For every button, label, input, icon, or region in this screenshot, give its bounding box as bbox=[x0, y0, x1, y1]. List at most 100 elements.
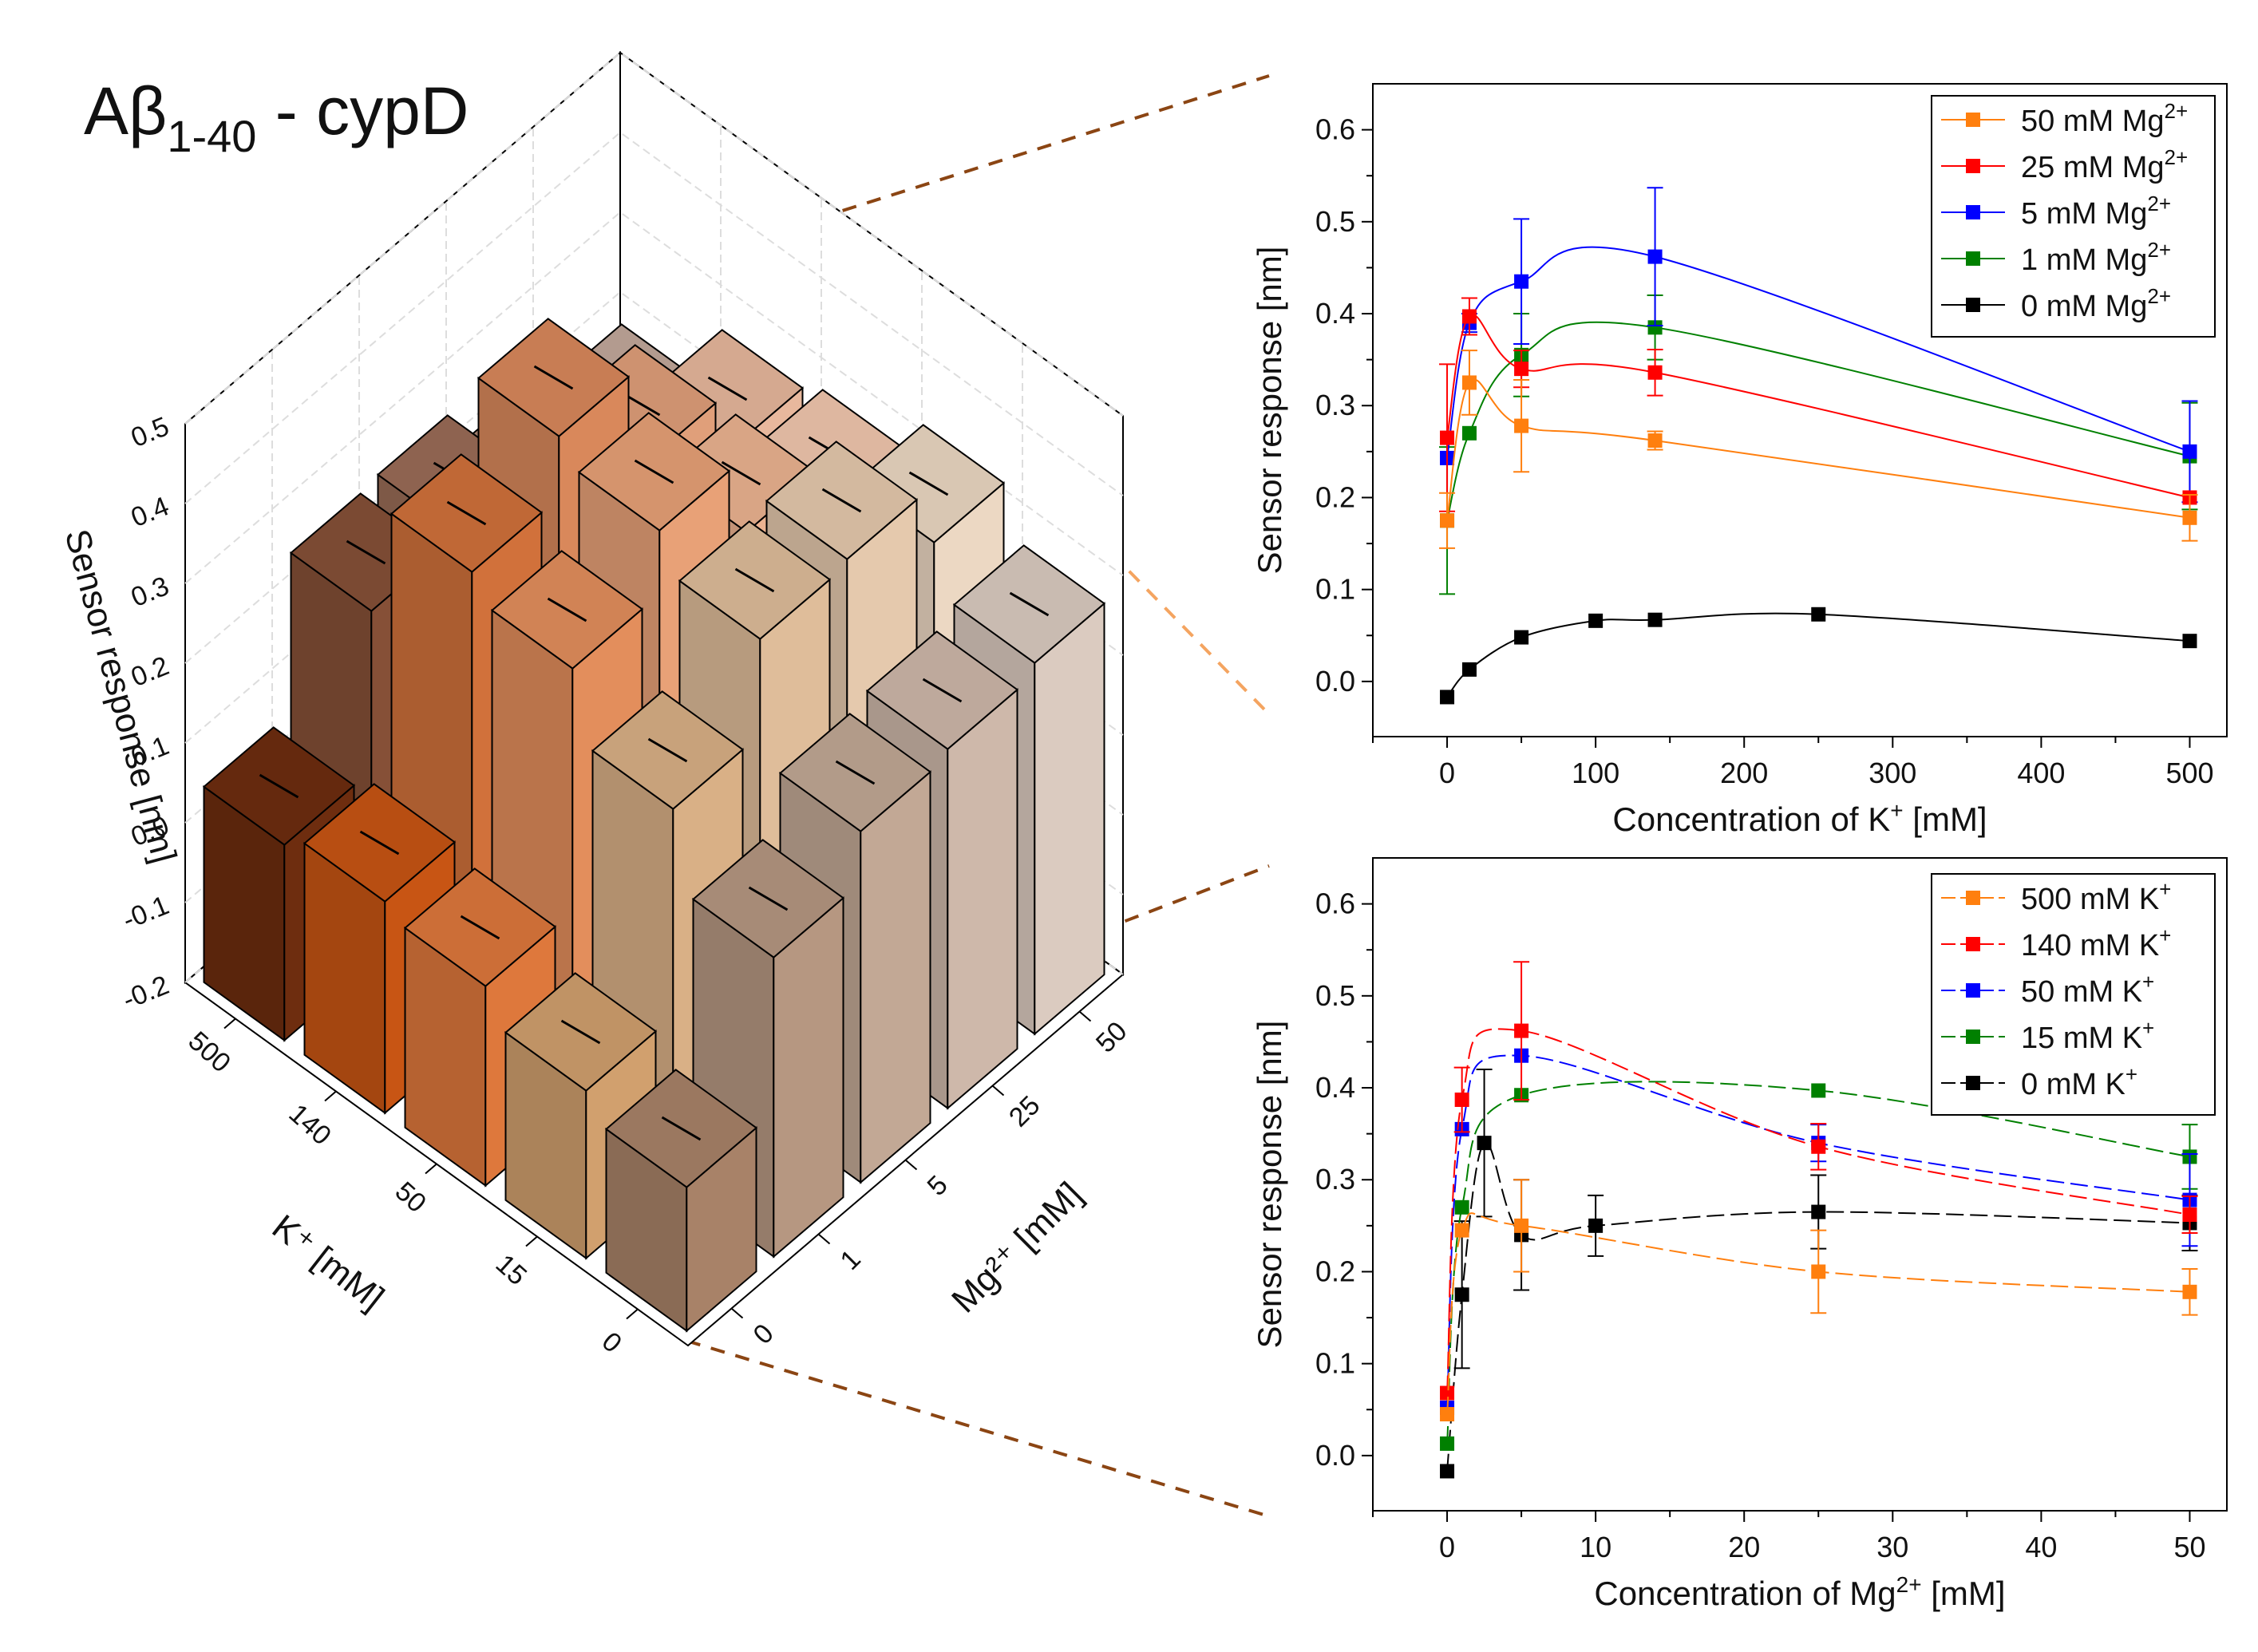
y-tick-label: 0.5 bbox=[1315, 205, 1355, 238]
legend-label: 140 mM K+ bbox=[2021, 923, 2171, 962]
k-tick bbox=[425, 1163, 437, 1175]
bar-error-mark bbox=[835, 760, 876, 785]
data-point bbox=[1514, 1023, 1529, 1038]
x-tick-label: 0 bbox=[1439, 1531, 1455, 1563]
top-line-chart: 0.0 0.1 0.2 0.3 0.4 0.5 0.6 0 100 200 300 400 500 Con… bbox=[1251, 83, 2228, 838]
data-point bbox=[1647, 612, 1663, 627]
k-tick-label: 15 bbox=[490, 1249, 533, 1292]
bar-error-mark bbox=[560, 1019, 601, 1045]
legend-label: 0 mM K+ bbox=[2021, 1062, 2137, 1101]
legend-label: 1 mM Mg2+ bbox=[2021, 238, 2171, 277]
k-tick bbox=[223, 1018, 236, 1030]
data-point bbox=[1514, 630, 1529, 645]
series-line bbox=[1446, 378, 2190, 521]
plot-frame bbox=[1372, 857, 2228, 1512]
data-point bbox=[1811, 1083, 1826, 1098]
connector-line bbox=[1029, 864, 1270, 959]
legend-label: 25 mM Mg2+ bbox=[2021, 145, 2188, 184]
series bbox=[1439, 294, 2198, 595]
mg-axis-label: Mg²⁺ [mM] bbox=[944, 1175, 1089, 1320]
bottom-line-chart: 0.0 0.1 0.2 0.3 0.4 0.5 0.6 0 10 20 30 40 50 Concentr… bbox=[1251, 857, 2228, 1612]
bar-error-mark bbox=[547, 597, 587, 622]
k-tick-label: 140 bbox=[283, 1098, 338, 1151]
legend-label: 5 mM Mg2+ bbox=[2021, 192, 2171, 231]
data-point bbox=[1440, 1385, 1455, 1401]
legend-marker bbox=[1966, 205, 1980, 219]
y-tick-label: 0.1 bbox=[1315, 1347, 1355, 1380]
series-line bbox=[1446, 1081, 2190, 1444]
y-axis-label: Sensor response [nm] bbox=[1251, 247, 1288, 575]
bar-error-mark bbox=[259, 773, 299, 799]
k-axis-label: K⁺ [mM] bbox=[265, 1207, 391, 1318]
z-gridline bbox=[184, 131, 1124, 504]
connector-line bbox=[686, 1339, 1270, 1518]
data-point bbox=[1588, 613, 1604, 628]
mg-tick-label: 0 bbox=[748, 1318, 780, 1350]
data-point bbox=[2182, 1207, 2197, 1223]
legend-label: 0 mM Mg2+ bbox=[2021, 284, 2171, 323]
bar-face-right bbox=[860, 770, 931, 1184]
data-point bbox=[1461, 425, 1477, 441]
x-tick-label: 40 bbox=[2025, 1531, 2057, 1563]
mg-tick bbox=[1078, 1010, 1092, 1022]
bar-face-right bbox=[1034, 602, 1105, 1036]
y-tick-label: 0.0 bbox=[1315, 665, 1355, 698]
series-line bbox=[1446, 314, 2190, 499]
plot-frame bbox=[1372, 83, 2228, 737]
mg-tick-label: 50 bbox=[1090, 1016, 1133, 1059]
bar-error-mark bbox=[533, 365, 574, 390]
connector-line bbox=[574, 74, 1270, 297]
bar-error-mark bbox=[634, 459, 674, 484]
series bbox=[1439, 350, 2198, 549]
legend-marker bbox=[1966, 159, 1980, 173]
data-point bbox=[1588, 1218, 1604, 1233]
x-tick-label: 0 bbox=[1439, 757, 1455, 789]
mg-tick-label: 5 bbox=[922, 1170, 954, 1202]
data-point bbox=[1811, 1139, 1826, 1154]
y-tick-label: 0.2 bbox=[1315, 480, 1355, 513]
k-tick bbox=[626, 1308, 639, 1320]
bar-error-mark bbox=[647, 737, 688, 763]
y-tick-label: 0.6 bbox=[1315, 887, 1355, 920]
data-point bbox=[2182, 444, 2197, 459]
bar-face-right bbox=[773, 896, 844, 1259]
legend-marker bbox=[1966, 937, 1980, 951]
y-axis-label: Sensor response [nm] bbox=[1251, 1021, 1288, 1349]
x-tick-label: 300 bbox=[1868, 757, 1916, 789]
legend: 50 mM Mg2+ 25 mM Mg2+ 5 mM Mg2+ 1 mM Mg2+ 0 … bbox=[1931, 95, 2216, 338]
data-point bbox=[1440, 1407, 1455, 1422]
data-point bbox=[1440, 1464, 1455, 1479]
z-tick-label: 0.3 bbox=[127, 571, 173, 613]
connector-lines bbox=[574, 74, 1271, 1518]
legend-label: 50 mM K+ bbox=[2021, 970, 2154, 1009]
data-point bbox=[1454, 1199, 1469, 1215]
data-point bbox=[1461, 662, 1477, 677]
k-tick-label: 50 bbox=[390, 1176, 433, 1219]
mg-tick bbox=[991, 1085, 1005, 1097]
k-tick bbox=[324, 1090, 337, 1102]
data-point bbox=[1514, 274, 1529, 289]
legend-label: 15 mM K+ bbox=[2021, 1016, 2154, 1055]
legend-label: 500 mM K+ bbox=[2021, 877, 2171, 916]
data-point bbox=[1440, 513, 1455, 528]
y-tick-label: 0.0 bbox=[1315, 1439, 1355, 1472]
data-point bbox=[1647, 433, 1663, 449]
data-point bbox=[1647, 365, 1663, 380]
bar3d bbox=[604, 1069, 758, 1333]
z-gridline bbox=[184, 51, 1124, 425]
k-tick-label: 0 bbox=[596, 1326, 627, 1359]
legend-marker bbox=[1966, 113, 1980, 127]
data-point bbox=[1514, 362, 1529, 377]
bar-error-mark bbox=[922, 678, 963, 703]
bar-error-mark bbox=[821, 488, 862, 513]
z-tick-label: -0.1 bbox=[118, 890, 173, 935]
mg-tick bbox=[904, 1159, 918, 1171]
connector-line bbox=[1092, 533, 1271, 716]
z-tick-label: 0.5 bbox=[127, 411, 173, 453]
legend-marker bbox=[1966, 1076, 1980, 1090]
x-tick-label: 30 bbox=[1876, 1531, 1908, 1563]
series-line bbox=[1446, 321, 2190, 521]
bar-error-mark bbox=[661, 1116, 702, 1141]
series-line bbox=[1446, 612, 2190, 698]
legend-marker bbox=[1966, 1030, 1980, 1044]
